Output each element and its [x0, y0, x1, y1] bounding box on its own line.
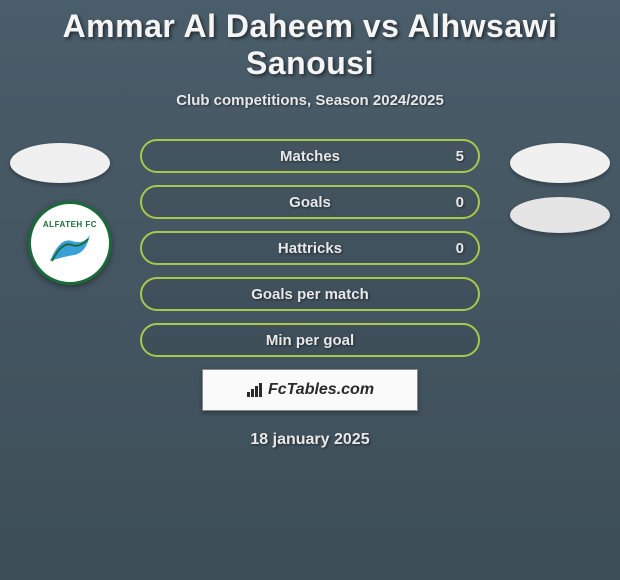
stat-label: Goals: [289, 194, 331, 211]
stat-row-goals-per-match: Goals per match: [140, 277, 480, 311]
stat-label: Min per goal: [266, 332, 354, 349]
stat-value-right: 0: [456, 194, 464, 211]
stat-value-right: 5: [456, 148, 464, 165]
stat-row-matches: Matches 5: [140, 139, 480, 173]
club-badge: ALFATEH FC: [28, 201, 112, 285]
stat-row-goals: Goals 0: [140, 185, 480, 219]
player-b-avatar-placeholder-1: [510, 143, 610, 183]
comparison-subtitle: Club competitions, Season 2024/2025: [0, 92, 620, 109]
player-a-avatar-placeholder: [10, 143, 110, 183]
stat-rows: Matches 5 Goals 0 Hattricks 0 Goals per …: [140, 139, 480, 357]
comparison-title: Ammar Al Daheem vs Alhwsawi Sanousi: [0, 0, 620, 82]
stat-label: Hattricks: [278, 240, 342, 257]
stat-label: Goals per match: [251, 286, 369, 303]
content-area: ALFATEH FC Matches 5 Goals 0 Hattricks 0…: [0, 139, 620, 449]
club-badge-icon: [46, 231, 94, 267]
brand-text: FcTables.com: [246, 381, 374, 399]
club-badge-text: ALFATEH FC: [43, 220, 97, 229]
brand-label: FcTables.com: [268, 381, 374, 399]
stat-row-min-per-goal: Min per goal: [140, 323, 480, 357]
stat-value-right: 0: [456, 240, 464, 257]
bar-chart-icon: [246, 382, 264, 398]
player-b-avatar-placeholder-2: [510, 197, 610, 233]
snapshot-date: 18 january 2025: [0, 431, 620, 449]
stat-row-hattricks: Hattricks 0: [140, 231, 480, 265]
brand-box: FcTables.com: [202, 369, 418, 411]
stat-label: Matches: [280, 148, 340, 165]
